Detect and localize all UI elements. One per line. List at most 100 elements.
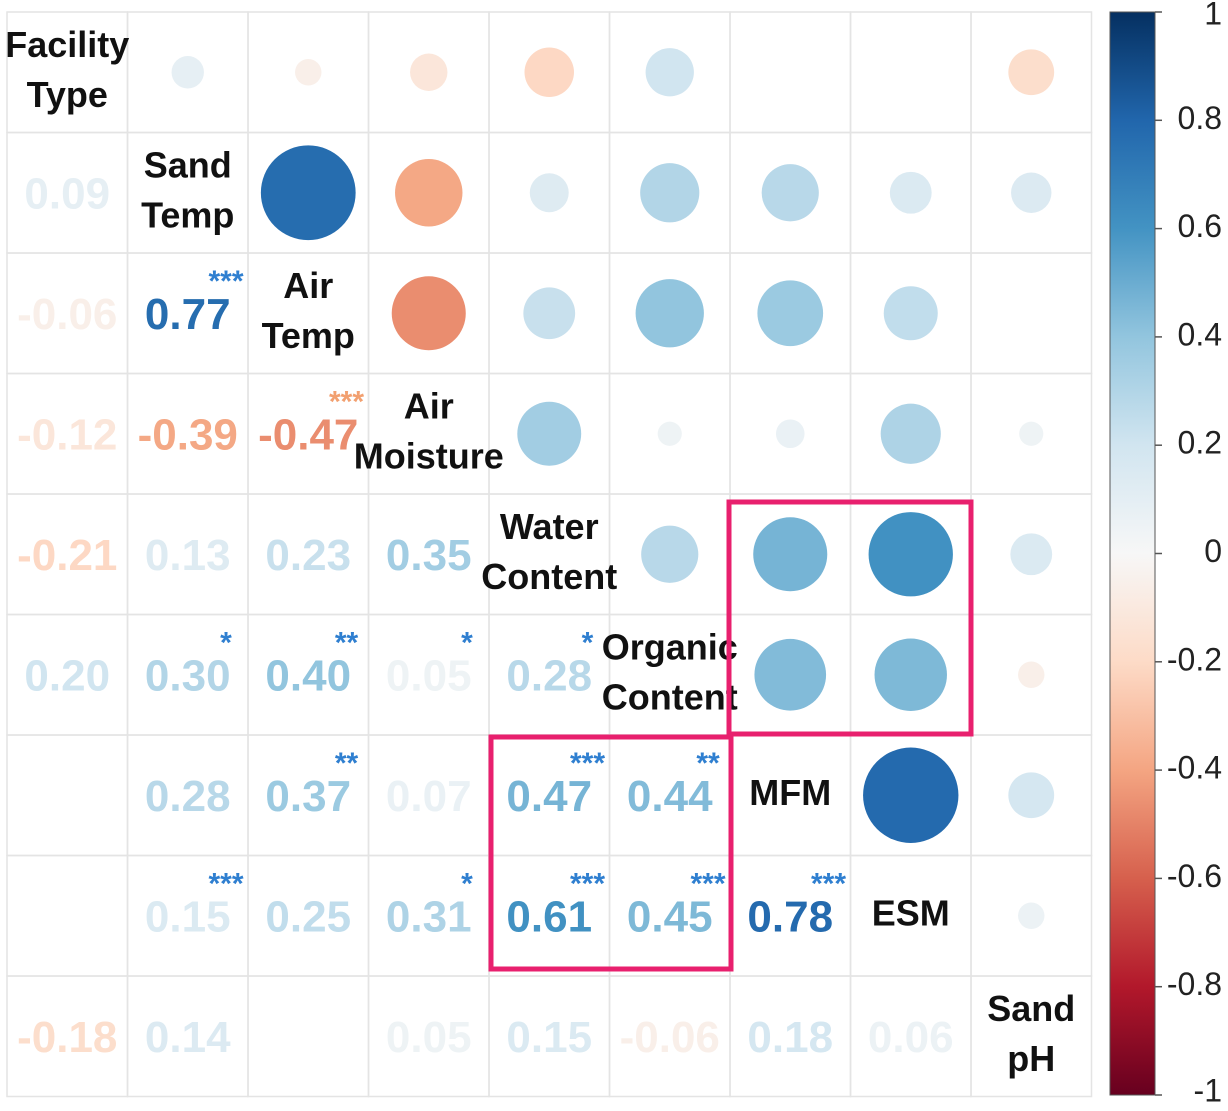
cell <box>970 252 1093 375</box>
corr-value: 0.09 <box>24 169 110 218</box>
corr-value: 0.20 <box>24 651 110 700</box>
significance-stars: *** <box>208 867 243 900</box>
corr-circle <box>775 419 805 449</box>
corr-value: -0.21 <box>17 531 117 580</box>
variable-label: Water <box>500 506 599 547</box>
corr-circle <box>1008 772 1055 819</box>
cell <box>247 975 370 1098</box>
corr-circle <box>640 163 700 223</box>
corr-value: 0.35 <box>386 531 472 580</box>
corr-value: 0.18 <box>747 1013 833 1062</box>
corr-circle <box>761 164 819 222</box>
corr-value: 0.77 <box>145 290 231 339</box>
corr-circle <box>645 48 694 97</box>
variable-label: Air <box>283 265 333 306</box>
corr-circle <box>295 59 322 86</box>
corr-circle <box>889 171 932 214</box>
corr-value: 0.44 <box>627 772 713 821</box>
colorbar-tick-label: 0.2 <box>1178 425 1222 461</box>
corr-circle <box>753 517 828 592</box>
corr-value: 0.05 <box>386 651 472 700</box>
variable-label: Temp <box>141 194 234 235</box>
highlight-box <box>488 734 734 972</box>
colorbar-tick-label: -1 <box>1194 1072 1222 1108</box>
corr-circle <box>657 421 682 446</box>
colorbar <box>1109 11 1156 1096</box>
corr-circle <box>1018 661 1045 688</box>
corr-value: -0.06 <box>620 1013 720 1062</box>
corr-value: -0.12 <box>17 410 117 459</box>
corr-value: -0.47 <box>258 410 358 459</box>
corr-circle <box>395 159 463 227</box>
corr-circle <box>757 280 824 347</box>
corr-value: 0.23 <box>265 531 351 580</box>
corr-circle <box>391 276 466 351</box>
corr-circle <box>171 56 204 89</box>
corr-circle <box>1011 172 1052 213</box>
variable-label: Content <box>602 676 738 717</box>
corr-value: 0.40 <box>265 651 351 700</box>
corr-circle <box>529 173 569 213</box>
corr-value: 0.06 <box>868 1013 954 1062</box>
colorbar-tick-label: -0.4 <box>1167 750 1222 786</box>
marks: Facility Type Sand Temp 0.09 Air Temp -0.06 0.77… <box>5 24 1075 1079</box>
significance-stars: * <box>461 867 473 900</box>
colorbar-tick-label: -0.8 <box>1167 966 1222 1002</box>
corr-circle <box>883 286 938 341</box>
corr-value: 0.15 <box>145 892 231 941</box>
corr-circle <box>880 403 941 464</box>
corr-value: 0.07 <box>386 772 472 821</box>
corr-circle <box>874 638 947 711</box>
corr-value: 0.05 <box>386 1013 472 1062</box>
variable-label: Type <box>27 74 108 115</box>
corr-circle <box>523 287 576 340</box>
significance-stars: *** <box>811 867 846 900</box>
variable-label: MFM <box>749 772 831 813</box>
colorbar-tick-label: 0.8 <box>1178 100 1222 136</box>
corr-circle <box>524 47 574 97</box>
corr-value: -0.06 <box>17 290 117 339</box>
corr-value: 0.31 <box>386 892 472 941</box>
colorbar-tick-label: 0.6 <box>1178 208 1222 244</box>
variable-label: ESM <box>872 892 950 933</box>
corr-circle <box>754 638 827 711</box>
corr-circle <box>410 53 448 91</box>
corr-value: 0.45 <box>627 892 713 941</box>
corr-circle <box>517 401 582 466</box>
cell <box>970 975 1093 1098</box>
variable-label: pH <box>1007 1038 1055 1079</box>
corr-circle <box>1010 533 1053 576</box>
corr-value: 0.61 <box>506 892 592 941</box>
significance-stars: *** <box>208 265 243 298</box>
corr-value: 0.47 <box>506 772 592 821</box>
grid <box>6 11 1093 1098</box>
corr-circle <box>635 279 704 348</box>
variable-label: Sand <box>987 988 1075 1029</box>
cell <box>6 734 129 857</box>
corr-circle <box>863 747 959 843</box>
significance-stars: ** <box>335 626 359 659</box>
colorbar-tick-label: 0.4 <box>1178 316 1222 352</box>
colorbar-tick-label: -0.6 <box>1167 858 1222 894</box>
cell <box>6 854 129 977</box>
corr-value: 0.78 <box>747 892 833 941</box>
significance-stars: ** <box>696 747 720 780</box>
colorbar-tick-label: 0 <box>1204 533 1222 569</box>
variable-label: Temp <box>262 315 355 356</box>
cell <box>849 11 972 134</box>
corr-value: 0.25 <box>265 892 351 941</box>
corr-circle <box>1018 902 1045 929</box>
significance-stars: *** <box>329 385 364 418</box>
significance-stars: * <box>582 626 594 659</box>
corr-value: -0.39 <box>138 410 238 459</box>
corr-value: 0.30 <box>145 651 231 700</box>
corr-circle <box>260 145 356 241</box>
variable-label: Sand <box>144 144 232 185</box>
colorbar-tick-label: -0.2 <box>1167 641 1222 677</box>
corr-value: -0.18 <box>17 1013 117 1062</box>
corr-value: 0.28 <box>506 651 592 700</box>
variable-label: Facility <box>5 24 129 65</box>
variable-label: Organic <box>602 626 738 667</box>
corr-circle <box>1019 421 1044 446</box>
corr-circle <box>868 512 953 597</box>
